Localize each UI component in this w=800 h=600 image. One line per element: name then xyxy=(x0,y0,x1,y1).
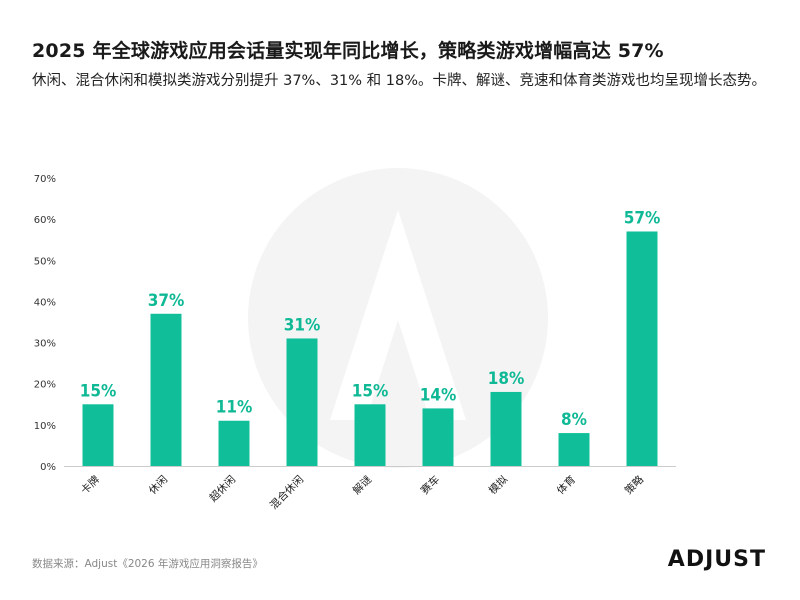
x-category-label: 模拟 xyxy=(486,473,510,497)
x-axis-categories: 卡牌 休闲 超休闲 混合休闲 解谜 赛车 模拟 体育 策略 xyxy=(78,473,646,512)
bar-value-label: 18% xyxy=(488,369,525,389)
x-category-label: 卡牌 xyxy=(78,473,102,497)
bar-1 xyxy=(150,313,182,466)
bars xyxy=(82,231,658,466)
bar-2 xyxy=(218,420,250,466)
x-category-label: 体育 xyxy=(554,473,578,497)
bar-6 xyxy=(490,391,522,466)
chart-title: 2025 年全球游戏应用会话量实现年同比增长，策略类游戏增幅高达 57% xyxy=(32,40,664,62)
bar-value-label: 31% xyxy=(284,315,321,335)
x-category-label: 混合休闲 xyxy=(267,473,306,512)
x-category-label: 解谜 xyxy=(350,473,374,497)
y-tick-label: 0% xyxy=(40,462,56,473)
bar-7 xyxy=(558,433,590,466)
data-labels: 15% 37% 11% 31% 15% 14% 18% 8% 57% xyxy=(80,208,661,430)
bar-value-label: 37% xyxy=(148,291,185,311)
x-category-label: 超休闲 xyxy=(207,473,238,504)
bar-value-label: 14% xyxy=(420,385,457,405)
bar-4 xyxy=(354,404,386,466)
adjust-logo: ADJUST xyxy=(667,547,766,572)
bar-value-label: 11% xyxy=(216,398,253,418)
bar-value-label: 8% xyxy=(561,410,587,430)
bar-value-label: 57% xyxy=(624,208,661,228)
y-tick-label: 50% xyxy=(34,256,56,267)
watermark-logo xyxy=(248,168,548,468)
bar-value-label: 15% xyxy=(352,381,389,401)
bar-5 xyxy=(422,408,454,466)
bar-0 xyxy=(82,404,114,466)
chart-subtitle: 休闲、混合休闲和模拟类游戏分别提升 37%、31% 和 18%。卡牌、解谜、竞速… xyxy=(32,73,767,89)
y-tick-label: 30% xyxy=(34,339,56,350)
bar-value-label: 15% xyxy=(80,381,117,401)
y-axis: 0% 10% 20% 30% 40% 50% 60% 70% xyxy=(34,174,56,473)
bar-8 xyxy=(626,231,658,466)
x-category-label: 休闲 xyxy=(146,473,170,497)
y-tick-label: 60% xyxy=(34,215,56,226)
data-source-note: 数据来源：Adjust《2026 年游戏应用洞察报告》 xyxy=(32,558,263,570)
y-tick-label: 70% xyxy=(34,174,56,185)
bar-3 xyxy=(286,338,318,466)
x-category-label: 策略 xyxy=(622,473,646,497)
y-tick-label: 20% xyxy=(34,380,56,391)
y-tick-label: 40% xyxy=(34,297,56,308)
x-category-label: 赛车 xyxy=(418,473,442,497)
y-tick-label: 10% xyxy=(34,421,56,432)
